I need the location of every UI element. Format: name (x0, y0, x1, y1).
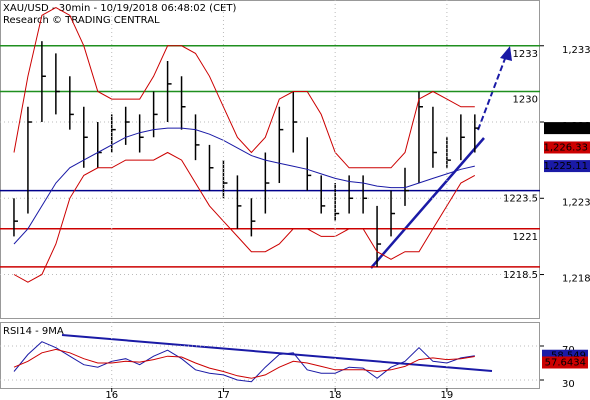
level-label: 1221 (513, 232, 538, 243)
chart-title: XAU/USD - 30min - 10/19/2018 06:48:02 (C… (3, 3, 236, 14)
price-marker-label: 1,226.33 (543, 142, 588, 153)
rsi-title: RSI14 - 9MA (3, 326, 64, 337)
price-marker (544, 122, 590, 135)
last-value-label: 58.549 (551, 351, 586, 362)
level-label: 1218.5 (503, 270, 538, 281)
price-marker (544, 160, 590, 173)
panel-frame (0, 0, 540, 319)
series-line (13, 341, 475, 383)
x-tick-label: 18 (329, 390, 342, 400)
series-line (13, 127, 475, 245)
series-line (13, 348, 475, 379)
price-marker-label: 1,225.11 (543, 161, 588, 172)
arrow-head (500, 46, 512, 61)
y-tick-label: 1,218 (562, 274, 590, 285)
price-marker-label: 1,227.6 (550, 123, 588, 134)
rsi-trend-line (61, 334, 493, 372)
last-value-label: 57.6434 (545, 357, 586, 368)
level-label: 1223.5 (503, 194, 538, 205)
level-label: 1233 (513, 49, 538, 60)
x-tick-label: 16 (105, 390, 118, 400)
panel-frame (0, 322, 540, 389)
projection-arrow (477, 55, 507, 131)
chart-subtitle: Research © TRADING CENTRAL (3, 15, 160, 26)
x-tick-label: 19 (441, 390, 454, 400)
y-tick-label: 1,233 (562, 45, 590, 56)
x-tick-label: 17 (217, 390, 230, 400)
y-tick-label: 1,223 (562, 197, 590, 208)
level-label: 1230 (513, 95, 538, 106)
trend-line (370, 137, 485, 269)
price-marker (544, 141, 590, 154)
series-line (13, 151, 476, 283)
series-line (13, 7, 475, 169)
y-tick-label: 30 (562, 379, 575, 390)
last-value-box (542, 356, 588, 369)
